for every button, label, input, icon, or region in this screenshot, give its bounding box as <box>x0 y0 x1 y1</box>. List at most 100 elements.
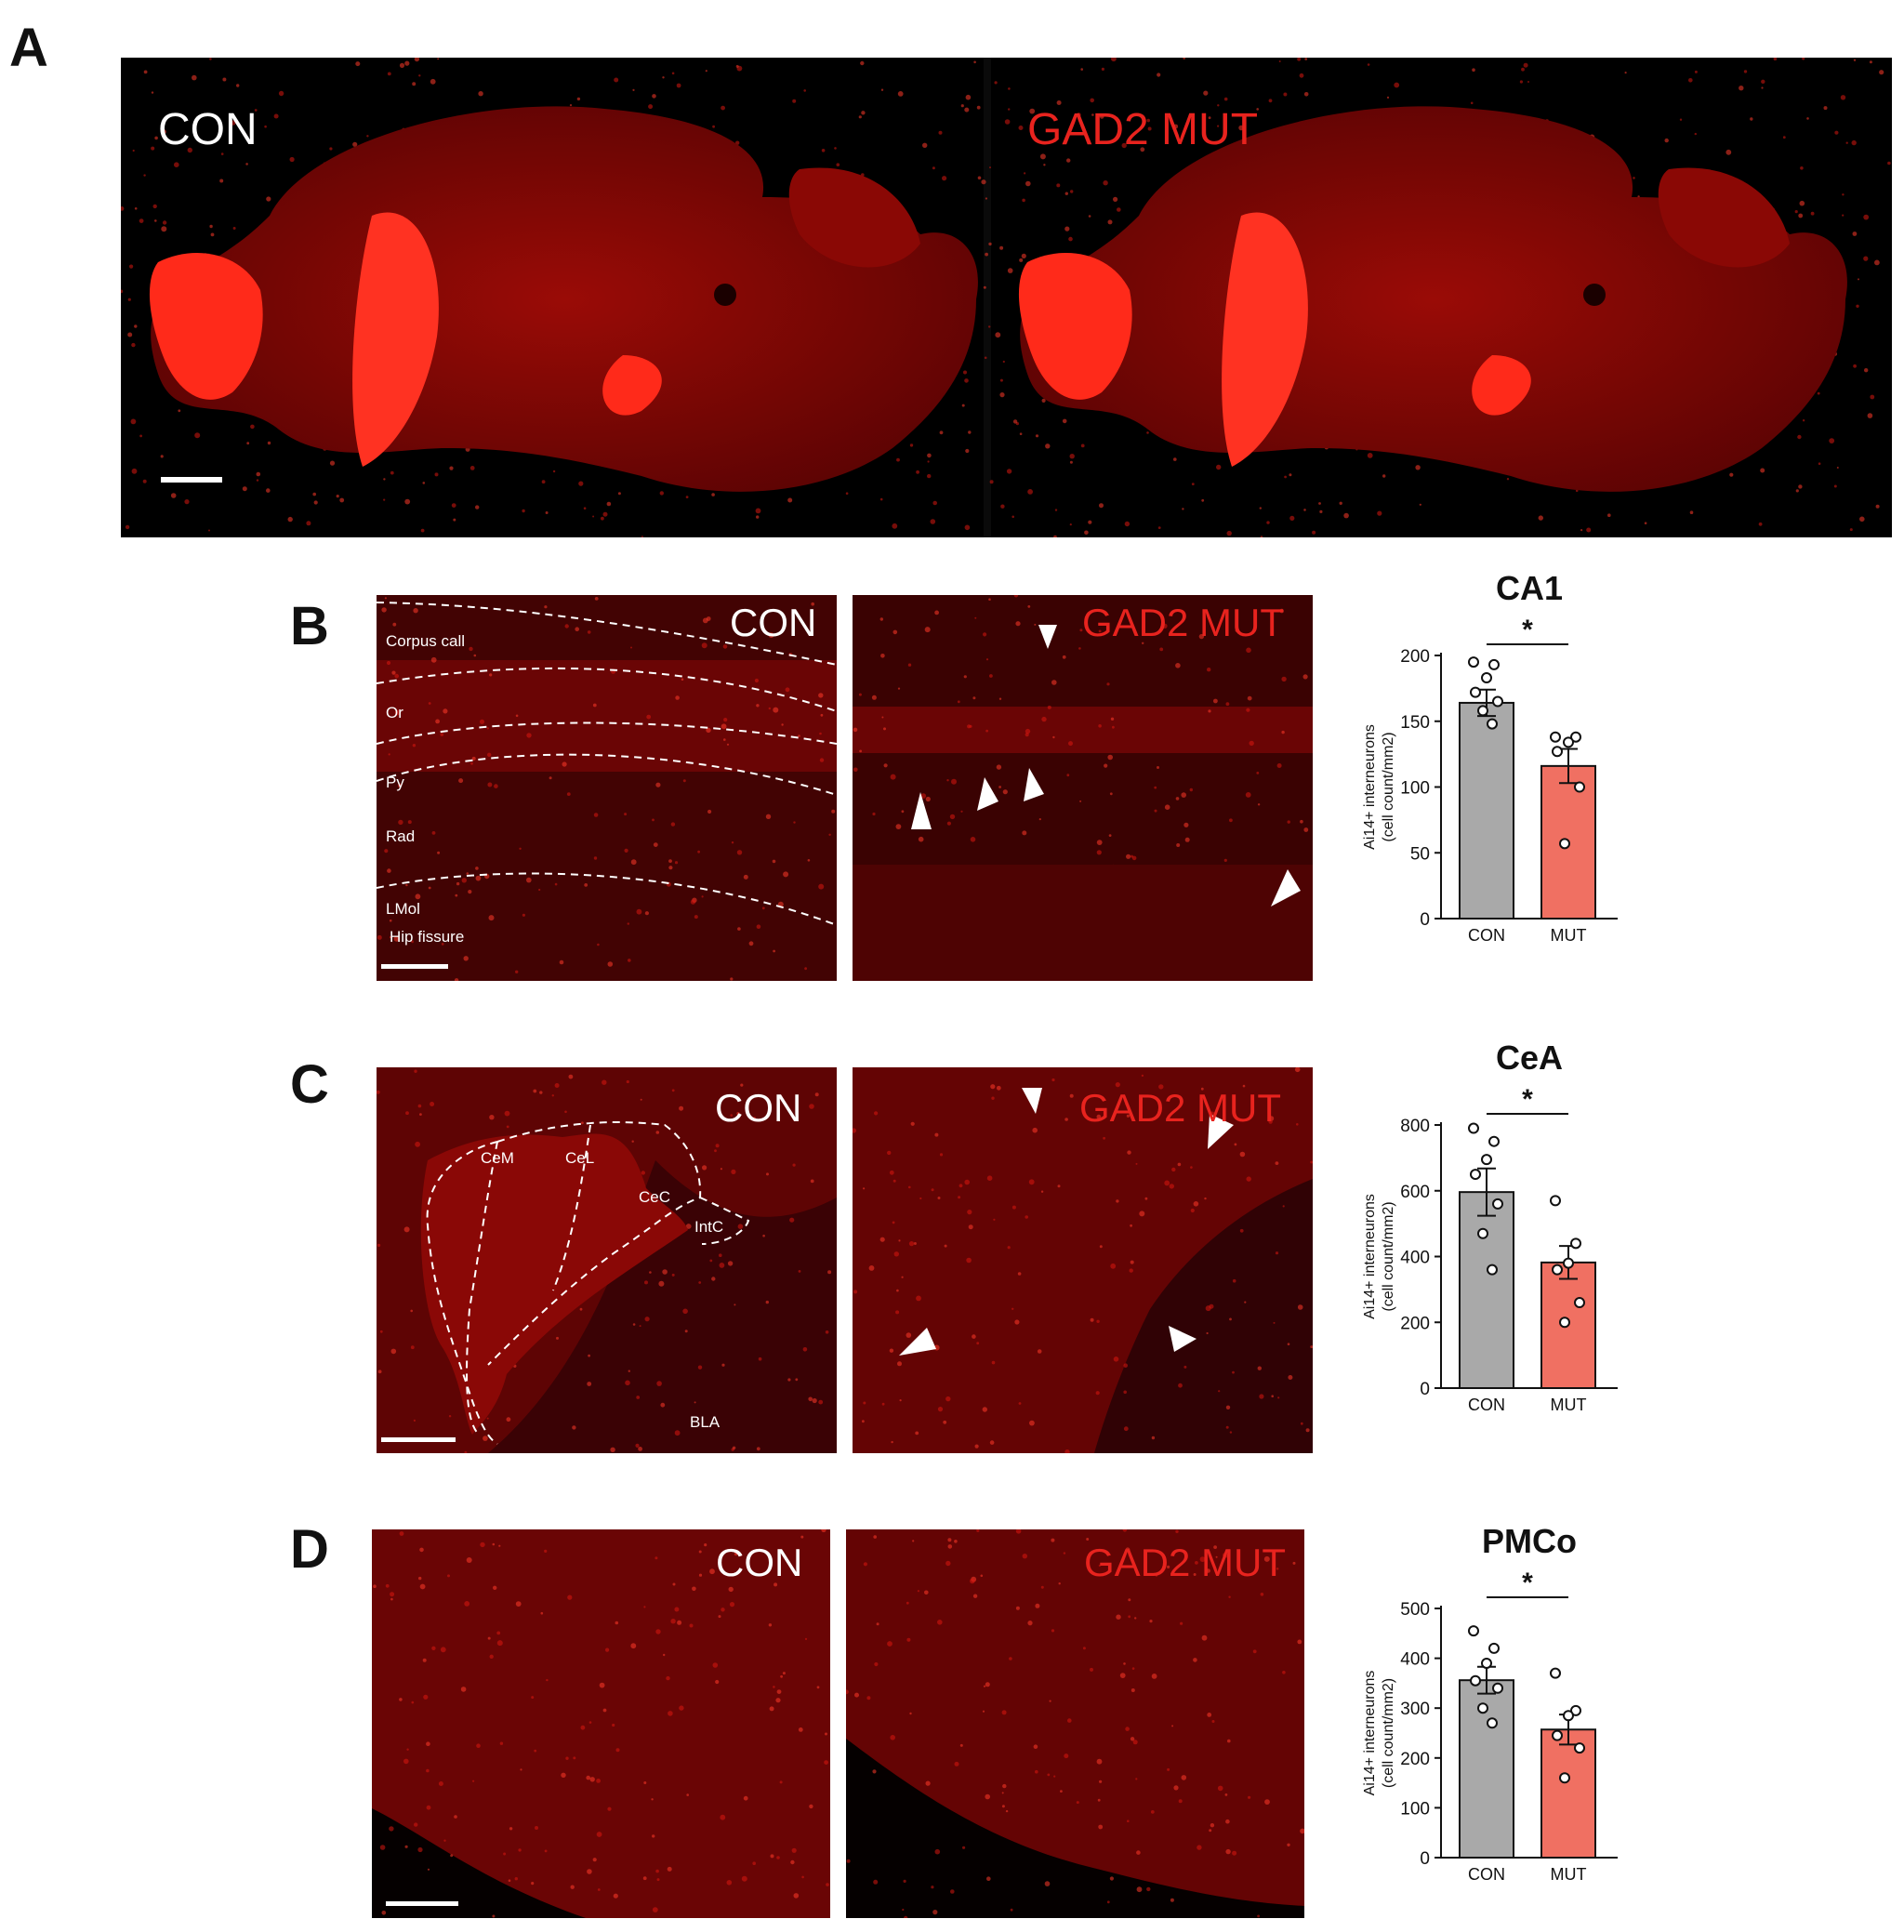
fluorescent-cell <box>1099 503 1104 509</box>
fluorescent-cell <box>404 498 411 505</box>
y-tick-label: 0 <box>1420 1380 1430 1399</box>
fluorescent-cell <box>999 378 1003 382</box>
fluorescent-cell <box>989 166 991 169</box>
fluorescent-cell <box>1076 1801 1079 1805</box>
fluorescent-cell <box>909 443 914 447</box>
fluorescent-cell <box>570 1885 575 1889</box>
data-point <box>1477 1227 1488 1239</box>
fluorescent-cell <box>1259 507 1263 509</box>
fluorescent-cell <box>1007 268 1013 273</box>
fluorescent-cell <box>909 1712 912 1715</box>
fluorescent-cell <box>366 135 369 138</box>
fluorescent-cell <box>1053 535 1057 537</box>
fluorescent-cell <box>1281 730 1285 734</box>
fluorescent-cell <box>913 1242 917 1245</box>
fluorescent-cell <box>1004 119 1011 125</box>
fluorescent-cell <box>946 779 949 782</box>
fluorescent-cell <box>872 812 876 816</box>
fluorescent-cell <box>1204 1551 1208 1555</box>
y-axis-label: (cell count/mm2) <box>1381 1201 1396 1311</box>
fluorescent-cell <box>539 1091 543 1094</box>
fluorescent-cell <box>1100 114 1104 119</box>
fluorescent-cell <box>907 663 912 667</box>
fluorescent-cell <box>728 1586 734 1593</box>
fluorescent-cell <box>825 1732 827 1736</box>
data-point <box>1481 672 1492 684</box>
fluorescent-cell <box>143 174 146 177</box>
fluorescent-cell <box>1377 510 1382 516</box>
fluorescent-cell <box>551 1094 554 1097</box>
fluorescent-cell <box>800 1535 804 1539</box>
fluorescent-cell <box>985 1682 990 1687</box>
fluorescent-cell <box>503 1852 507 1856</box>
fluorescent-cell <box>413 1419 416 1422</box>
fluorescent-cell <box>943 1420 947 1424</box>
fluorescent-cell <box>1123 1662 1126 1665</box>
bar-chart-pmco: PMCo 0 100 200 300 400 500 Ai14+ interneurons (c… <box>1362 1522 1618 1884</box>
fluorescent-cell <box>993 1218 996 1221</box>
fluorescent-cell <box>496 1640 503 1647</box>
fluorescent-cell <box>143 70 148 74</box>
fluorescent-cell <box>245 134 247 137</box>
fluorescent-cell <box>627 922 629 925</box>
fluorescent-cell <box>1729 472 1734 477</box>
fluorescent-cell <box>1136 1850 1141 1855</box>
data-point <box>1487 1717 1498 1729</box>
fluorescent-cell <box>127 332 133 337</box>
fluorescent-cell <box>287 516 293 523</box>
fluorescent-cell <box>1175 797 1180 801</box>
fluorescent-cell <box>698 1550 702 1554</box>
fluorescent-cell <box>615 1748 620 1753</box>
fluorescent-cell <box>853 1128 856 1133</box>
fluorescent-cell <box>1247 695 1252 701</box>
fluorescent-cell <box>1014 1319 1020 1325</box>
fluorescent-cell <box>329 147 333 151</box>
layer-label: Hip fissure <box>390 928 465 946</box>
fluorescent-cell <box>381 1911 387 1915</box>
data-point <box>1559 1317 1570 1329</box>
fluorescent-cell <box>273 113 279 119</box>
fluorescent-cell <box>1268 1116 1275 1121</box>
fluorescent-cell <box>1115 1082 1120 1088</box>
fluorescent-cell <box>879 1237 885 1242</box>
fluorescent-cell <box>1204 1197 1207 1200</box>
fluorescent-cell <box>1040 1190 1044 1193</box>
fluorescent-cell <box>463 956 469 961</box>
fluorescent-cell <box>705 70 707 73</box>
fluorescent-cell <box>499 1741 504 1745</box>
fluorescent-cell <box>1858 278 1859 281</box>
fluorescent-cell <box>1209 1829 1212 1833</box>
fluorescent-cell <box>1386 96 1390 99</box>
fluorescent-cell <box>968 430 972 434</box>
fluorescent-cell <box>410 1345 415 1350</box>
fluorescent-cell <box>1063 1552 1066 1555</box>
fluorescent-cell <box>756 1447 760 1451</box>
fluorescent-cell <box>1018 1402 1022 1405</box>
fluorescent-cell <box>134 324 138 328</box>
fluorescent-cell <box>1206 1568 1210 1573</box>
fluorescent-cell <box>1157 766 1159 769</box>
layer-label: Py <box>386 774 404 791</box>
fluorescent-cell <box>1193 1658 1197 1662</box>
fluorescent-cell <box>1853 59 1857 61</box>
fluorescent-cell <box>1229 1317 1232 1321</box>
fluorescent-cell <box>1039 153 1046 160</box>
fluorescent-cell <box>1223 1552 1228 1558</box>
fluorescent-cell <box>1022 198 1025 203</box>
fluorescent-cell <box>1633 177 1635 179</box>
fluorescent-cell <box>1139 1211 1145 1217</box>
fluorescent-cell <box>1049 1700 1051 1702</box>
fluorescent-cell <box>545 511 549 514</box>
fluorescent-cell <box>1287 1843 1290 1846</box>
fluorescent-cell <box>902 1908 905 1912</box>
y-tick-label: 100 <box>1400 1799 1430 1819</box>
fluorescent-cell <box>906 1637 911 1642</box>
data-point <box>1477 705 1488 717</box>
fluorescent-cell <box>769 1706 774 1712</box>
data-point <box>1487 1264 1498 1276</box>
fluorescent-cell <box>1694 132 1698 136</box>
fluorescent-cell <box>1066 158 1071 163</box>
fluorescent-cell <box>1159 647 1164 652</box>
fluorescent-cell <box>1123 1390 1127 1395</box>
fluorescent-cell <box>1519 80 1523 84</box>
